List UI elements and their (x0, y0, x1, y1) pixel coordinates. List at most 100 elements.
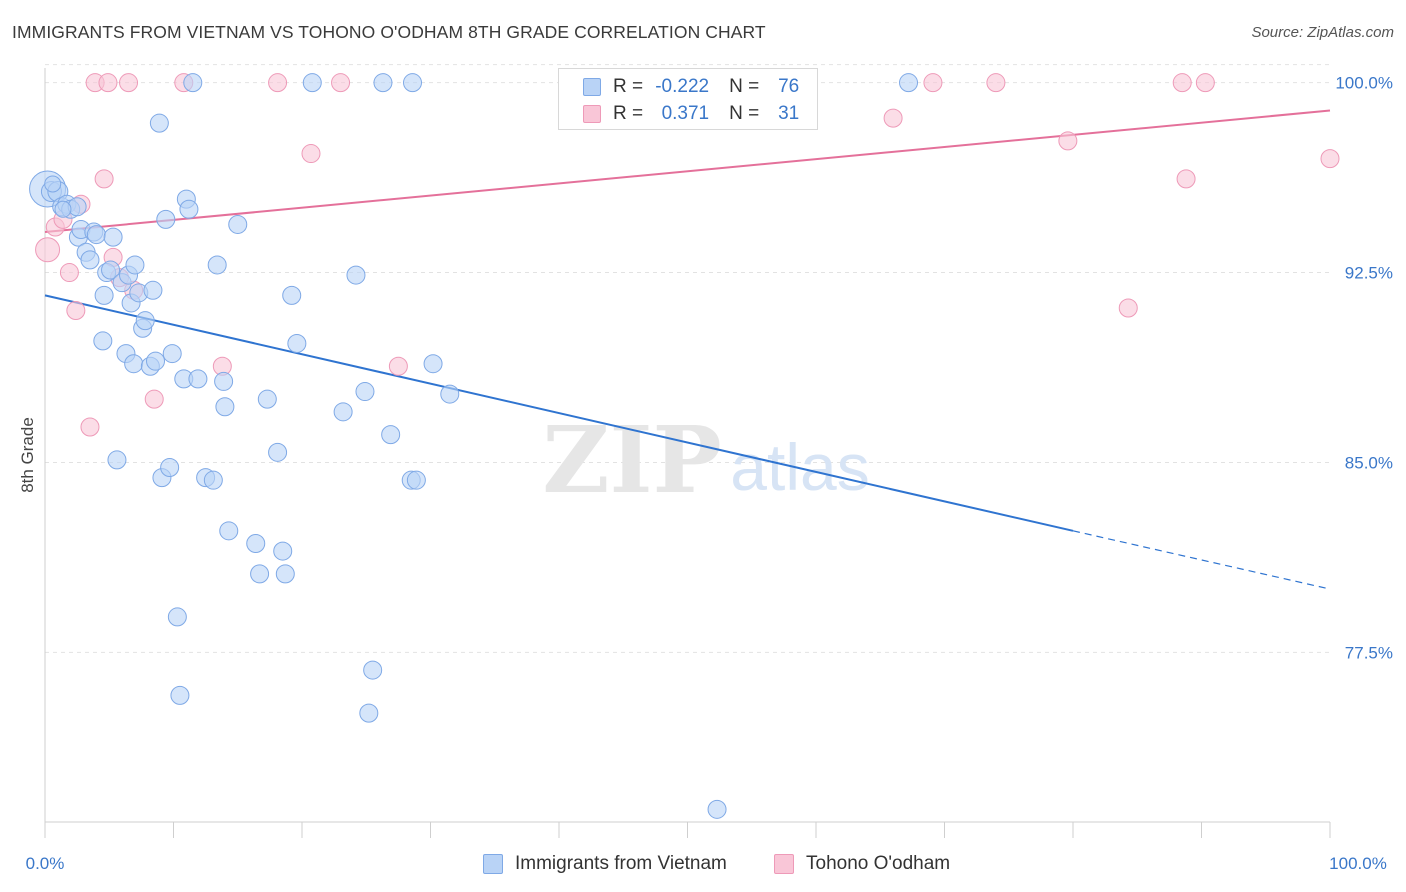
legend-r-label: R = (613, 76, 644, 97)
data-point (80, 250, 100, 270)
data-point (146, 351, 166, 371)
y-tick-label: 100.0% (1335, 74, 1393, 93)
data-point (302, 73, 322, 93)
data-point (143, 280, 163, 300)
data-point (214, 371, 234, 391)
data-point (170, 685, 190, 705)
legend-row-tohono: R = 0.371 N = 31 (583, 101, 799, 127)
data-point (98, 73, 118, 93)
grid-lines (45, 64, 1330, 653)
data-point (403, 73, 423, 93)
data-point (44, 175, 62, 193)
data-point (363, 660, 383, 680)
data-point (207, 255, 227, 275)
data-point (156, 209, 176, 229)
data-point (246, 533, 266, 553)
data-point (282, 285, 302, 305)
data-point (59, 263, 79, 283)
series-vietnam-points (29, 73, 919, 819)
data-point (144, 389, 164, 409)
data-point (1320, 149, 1340, 169)
data-point (149, 113, 169, 133)
tick-labels: 77.5% 85.0% 92.5% 100.0% 0.0% 100.0% (26, 74, 1393, 873)
data-point (406, 470, 426, 490)
data-point (381, 425, 401, 445)
data-point (135, 311, 155, 331)
data-point (54, 200, 72, 218)
data-point (101, 260, 121, 280)
data-point (287, 333, 307, 353)
data-point (80, 417, 100, 437)
data-point (250, 564, 270, 584)
y-axis-label: 8th Grade (18, 417, 37, 493)
x-tick-label: 100.0% (1329, 854, 1387, 873)
legend-swatch-vietnam (583, 78, 601, 96)
data-point (268, 73, 288, 93)
y-tick-label: 85.0% (1345, 453, 1393, 472)
source-credit: Source: ZipAtlas.com (1251, 24, 1394, 41)
legend-r-value: -0.222 (655, 76, 710, 97)
data-point (107, 450, 127, 470)
trend-line-pink (44, 109, 1331, 234)
data-point (228, 214, 248, 234)
legend-r-value: 0.371 (661, 103, 710, 124)
legend-row-vietnam: R = -0.222 N = 76 (583, 74, 799, 100)
data-point (219, 521, 239, 541)
data-point (1058, 131, 1078, 151)
data-point (355, 382, 375, 402)
data-point (986, 73, 1006, 93)
legend-n-value: 76 (778, 76, 800, 97)
data-point (94, 169, 114, 189)
data-point (388, 356, 408, 376)
y-tick-label: 92.5% (1345, 264, 1393, 283)
data-point (359, 703, 379, 723)
data-point (35, 237, 61, 263)
data-point (1176, 169, 1196, 189)
data-point (93, 331, 113, 351)
data-point (86, 225, 106, 245)
data-point (275, 564, 295, 584)
data-point (215, 397, 235, 417)
data-point (167, 607, 187, 627)
y-tick-label: 77.5% (1345, 643, 1393, 662)
legend-swatch-tohono (583, 105, 601, 123)
data-point (331, 73, 351, 93)
data-point (707, 799, 727, 819)
data-point (346, 265, 366, 285)
data-point (125, 255, 145, 275)
legend-n-label: N = (729, 76, 760, 97)
data-point (66, 301, 86, 321)
bottom-legend-vietnam[interactable]: Immigrants from Vietnam (483, 852, 727, 876)
trend-line-blue (44, 294, 1074, 532)
data-point (160, 458, 180, 478)
data-point (188, 369, 208, 389)
watermark-zip: ZIP (542, 406, 721, 514)
data-point (179, 199, 199, 219)
data-point (273, 541, 293, 561)
data-point (923, 73, 943, 93)
data-point (268, 442, 288, 462)
bottom-legend-tohono[interactable]: Tohono O'odham (774, 852, 950, 876)
data-point (1118, 298, 1138, 318)
data-point (119, 73, 139, 93)
data-point (124, 354, 144, 374)
data-point (883, 108, 903, 128)
trend-lines (44, 109, 1331, 590)
data-point (1172, 73, 1192, 93)
data-point (257, 389, 277, 409)
data-point (301, 144, 321, 164)
data-point (183, 73, 203, 93)
data-point (203, 470, 223, 490)
data-point (899, 73, 919, 93)
trend-line-extension (1072, 530, 1331, 590)
chart-title: IMMIGRANTS FROM VIETNAM VS TOHONO O'ODHA… (12, 22, 766, 42)
data-point (373, 73, 393, 93)
bottom-legend-label-vietnam: Immigrants from Vietnam (515, 853, 727, 874)
data-point (103, 227, 123, 247)
bottom-legend-swatch-tohono (774, 854, 794, 874)
data-point (333, 402, 353, 422)
data-point (440, 384, 460, 404)
watermark: ZIP atlas (542, 406, 869, 514)
bottom-legend-label-tohono: Tohono O'odham (806, 853, 951, 874)
